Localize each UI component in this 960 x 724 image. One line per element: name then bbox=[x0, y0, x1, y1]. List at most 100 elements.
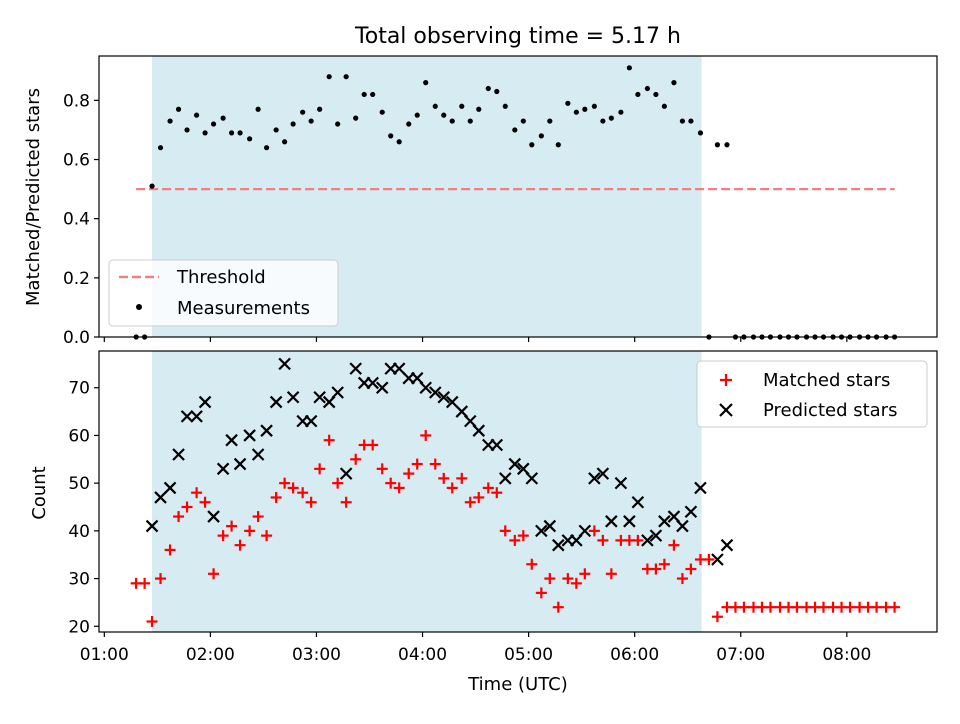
predicted-star-point bbox=[419, 381, 432, 395]
predicted-marker-b bbox=[198, 395, 212, 409]
measurement-point bbox=[149, 183, 155, 189]
predicted-marker-b bbox=[649, 529, 663, 542]
predicted-marker-b bbox=[207, 510, 220, 523]
legend-predicted-swatch bbox=[719, 403, 733, 417]
matched-star-point bbox=[738, 601, 750, 613]
top-legend: Threshold Measurements bbox=[108, 259, 339, 327]
matched-star-point bbox=[226, 520, 238, 532]
measurement-point bbox=[714, 142, 721, 148]
measurement-point bbox=[697, 130, 704, 136]
measurement-point bbox=[724, 142, 730, 148]
measurement-point bbox=[167, 118, 173, 124]
matched-star-point bbox=[446, 482, 458, 494]
predicted-star-point bbox=[339, 467, 353, 480]
predicted-marker-b bbox=[694, 481, 707, 495]
measurement-point bbox=[502, 103, 508, 109]
matched-star-point bbox=[535, 587, 547, 599]
predicted-marker-b bbox=[419, 381, 432, 395]
measurement-point bbox=[653, 91, 659, 98]
matched-star-point bbox=[217, 530, 229, 542]
matched-star-point bbox=[579, 568, 591, 580]
top-y-axis-label: Matched/Predicted stars bbox=[23, 88, 44, 306]
top-axes-frame bbox=[98, 55, 938, 338]
predicted-star-point bbox=[445, 395, 459, 409]
predicted-star-point bbox=[375, 381, 389, 395]
predicted-star-point bbox=[588, 472, 601, 485]
top-series-measurements bbox=[133, 65, 898, 340]
matched-star-point bbox=[411, 458, 423, 470]
predicted-star-point bbox=[641, 534, 654, 547]
top-y-tick-label: 0.0 bbox=[63, 328, 90, 348]
measurement-point bbox=[547, 118, 553, 124]
measurement-point bbox=[300, 109, 306, 115]
measurement-point bbox=[220, 115, 226, 121]
predicted-marker-b bbox=[623, 515, 636, 528]
matched-star-point bbox=[244, 525, 256, 537]
bottom-panel: Count Time (UTC) 20 30 40 50 60 70 01:00 02:00 0… bbox=[29, 350, 938, 695]
top-y-tick-label: 0.8 bbox=[63, 91, 90, 111]
predicted-star-point bbox=[154, 491, 167, 504]
legend-measurements-label: Measurements bbox=[177, 298, 310, 319]
predicted-star-point bbox=[711, 553, 724, 566]
predicted-marker-b bbox=[392, 362, 406, 375]
predicted-marker-b bbox=[684, 505, 698, 519]
measurement-point bbox=[184, 127, 190, 133]
measurement-point bbox=[671, 80, 677, 86]
measurement-point bbox=[388, 133, 394, 139]
matched-star-point bbox=[570, 577, 582, 589]
measurement-point bbox=[414, 112, 420, 118]
measurement-point bbox=[290, 121, 296, 127]
predicted-marker-b bbox=[535, 524, 548, 538]
predicted-marker-b bbox=[286, 390, 300, 404]
matched-star-point bbox=[279, 477, 291, 489]
measurement-point bbox=[555, 142, 561, 148]
predicted-marker-b bbox=[631, 495, 645, 509]
measurement-point bbox=[644, 85, 651, 92]
predicted-star-point bbox=[392, 362, 406, 375]
legend-predicted-label: Predicted stars bbox=[763, 400, 897, 421]
predicted-marker-b bbox=[339, 467, 353, 480]
predicted-star-point bbox=[313, 390, 326, 404]
measurement-point bbox=[237, 130, 243, 136]
measurement-point bbox=[273, 127, 279, 133]
predicted-star-point bbox=[720, 538, 734, 552]
predicted-marker-b bbox=[445, 395, 459, 409]
measurement-point bbox=[476, 106, 482, 112]
bottom-y-axis-label: Count bbox=[29, 466, 50, 519]
matched-star-point bbox=[791, 601, 803, 613]
legend-threshold-label: Threshold bbox=[176, 267, 266, 288]
matched-star-point bbox=[199, 496, 211, 508]
predicted-marker-b bbox=[410, 371, 424, 385]
predicted-marker-b bbox=[190, 410, 203, 423]
matched-star-point bbox=[764, 601, 776, 613]
x-tick-label: 01:00 bbox=[80, 645, 129, 665]
predicted-star-point bbox=[552, 538, 565, 552]
measurement-point bbox=[247, 136, 253, 142]
measurement-point bbox=[210, 121, 217, 127]
bottom-series-matched-stars bbox=[130, 429, 901, 628]
matched-star-point bbox=[597, 534, 609, 546]
bottom-legend: Matched stars Predicted stars bbox=[696, 360, 928, 428]
predicted-marker-b bbox=[463, 414, 477, 428]
matched-star-point bbox=[181, 501, 193, 513]
matched-star-point bbox=[668, 539, 680, 551]
matched-star-point bbox=[544, 573, 556, 585]
matched-star-point bbox=[314, 463, 326, 475]
predicted-marker-b bbox=[278, 357, 291, 371]
predicted-marker-b bbox=[711, 553, 724, 566]
matched-star-point bbox=[499, 525, 511, 537]
predicted-star-point bbox=[631, 495, 645, 509]
predicted-marker-b bbox=[543, 519, 557, 533]
predicted-marker-b bbox=[375, 381, 389, 395]
predicted-star-point bbox=[233, 457, 247, 471]
measurement-point bbox=[600, 118, 606, 124]
predicted-star-point bbox=[180, 410, 194, 423]
predicted-marker-b bbox=[498, 472, 512, 485]
measurement-point bbox=[626, 65, 632, 71]
measurement-point bbox=[282, 139, 288, 145]
matched-star-point bbox=[562, 573, 574, 585]
matched-star-point bbox=[889, 601, 901, 613]
predicted-marker-b bbox=[269, 395, 283, 409]
predicted-marker-b bbox=[614, 476, 628, 490]
